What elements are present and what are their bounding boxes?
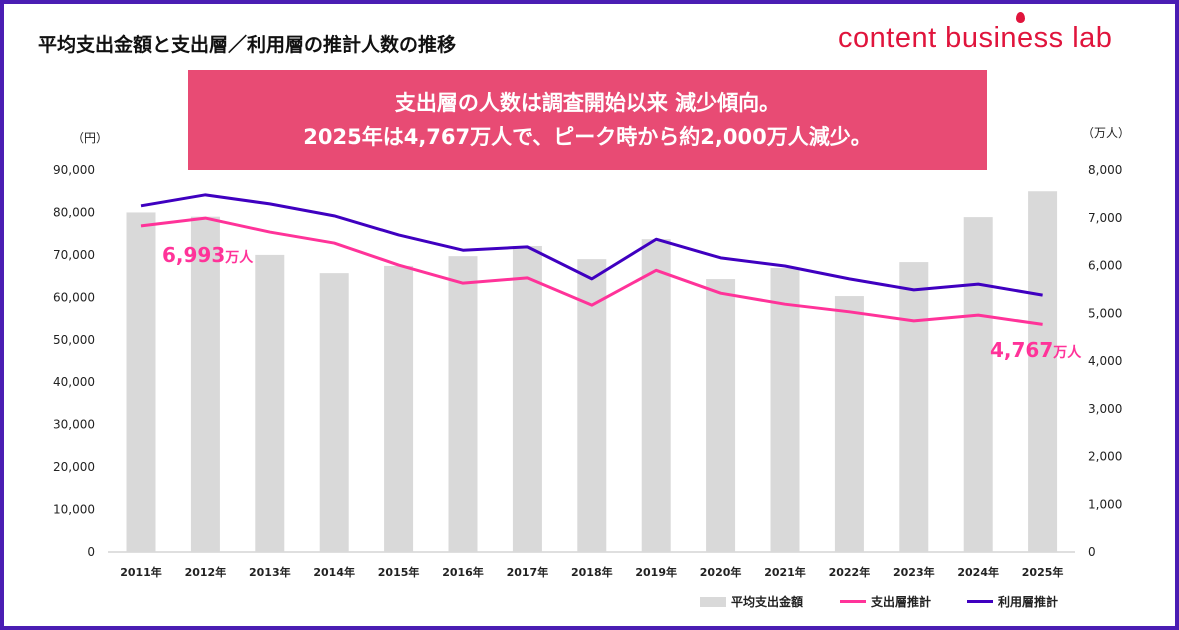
annotation-unit: 万人 xyxy=(224,249,254,266)
right-tick-label: 1,000 xyxy=(1088,497,1122,511)
annotation-value: 6,993 xyxy=(162,243,225,267)
x-tick-label: 2024年 xyxy=(957,565,999,579)
bar xyxy=(577,259,607,552)
left-tick-label: 80,000 xyxy=(53,205,95,219)
bar xyxy=(770,268,800,552)
x-tick-label: 2014年 xyxy=(313,565,355,579)
bar xyxy=(641,239,671,552)
left-tick-label: 0 xyxy=(87,545,95,559)
bar xyxy=(190,216,220,552)
left-tick-label: 40,000 xyxy=(53,375,95,389)
bar xyxy=(834,296,864,552)
banner-line-2: 2025年は4,767万人で、ピーク時から約2,000万人減少。 xyxy=(303,125,872,149)
bar xyxy=(384,265,414,552)
legend-bars: 平均支出金額 xyxy=(700,593,803,610)
x-tick-label: 2022年 xyxy=(829,565,871,579)
annotation-unit: 万人 xyxy=(1052,344,1082,361)
annotation-value: 4,767 xyxy=(990,338,1053,362)
legend-spend: 支出層推計 xyxy=(840,593,931,610)
bar xyxy=(706,279,736,552)
x-tick-label: 2020年 xyxy=(700,565,742,579)
legend-swatch-bars xyxy=(700,596,726,607)
bar xyxy=(448,256,478,552)
right-tick-label: 6,000 xyxy=(1088,259,1122,273)
x-tick-label: 2025年 xyxy=(1022,565,1064,579)
left-tick-label: 70,000 xyxy=(53,248,95,262)
left-tick-label: 90,000 xyxy=(53,163,95,177)
bar xyxy=(512,245,542,552)
x-tick-label: 2021年 xyxy=(764,565,806,579)
bar xyxy=(963,217,993,552)
bar xyxy=(319,273,349,552)
legend-swatch-spend xyxy=(840,600,866,603)
bar xyxy=(255,254,285,552)
x-tick-label: 2012年 xyxy=(185,565,227,579)
left-tick-label: 30,000 xyxy=(53,418,95,432)
right-tick-label: 0 xyxy=(1088,545,1096,559)
legend-swatch-users xyxy=(967,600,993,603)
right-axis-unit: （万人） xyxy=(1082,126,1130,140)
x-tick-label: 2013年 xyxy=(249,565,291,579)
banner-line-1: 支出層の人数は調査開始以来 減少傾向。 xyxy=(394,91,781,115)
x-tick-label: 2019年 xyxy=(635,565,677,579)
bar xyxy=(899,262,929,552)
left-tick-label: 10,000 xyxy=(53,503,95,517)
annotation-2025: 4,767万人 xyxy=(990,338,1082,362)
left-axis-unit: （円） xyxy=(72,131,108,145)
bar xyxy=(1028,191,1058,552)
right-tick-label: 3,000 xyxy=(1088,402,1122,416)
right-tick-label: 5,000 xyxy=(1088,306,1122,320)
logo-drop-icon xyxy=(1016,12,1025,23)
x-tick-label: 2017年 xyxy=(507,565,549,579)
x-tick-label: 2023年 xyxy=(893,565,935,579)
bar xyxy=(126,212,156,552)
left-tick-label: 20,000 xyxy=(53,460,95,474)
left-tick-label: 50,000 xyxy=(53,333,95,347)
legend-label: 利用層推計 xyxy=(998,595,1059,609)
logo: content business lab xyxy=(838,22,1113,54)
headline-banner: 支出層の人数は調査開始以来 減少傾向。 2025年は4,767万人で、ピーク時か… xyxy=(188,70,987,170)
x-tick-label: 2015年 xyxy=(378,565,420,579)
legend-users: 利用層推計 xyxy=(967,593,1058,610)
chart-title: 平均支出金額と支出層／利用層の推計人数の推移 xyxy=(38,34,457,56)
legend-label: 支出層推計 xyxy=(871,595,932,609)
annotation-peak: 6,993万人 xyxy=(162,243,254,267)
x-tick-label: 2016年 xyxy=(442,565,484,579)
right-tick-label: 2,000 xyxy=(1088,450,1122,464)
right-tick-label: 4,000 xyxy=(1088,354,1122,368)
legend-label: 平均支出金額 xyxy=(731,595,804,609)
right-tick-label: 7,000 xyxy=(1088,211,1122,225)
right-tick-label: 8,000 xyxy=(1088,163,1122,177)
x-tick-label: 2018年 xyxy=(571,565,613,579)
left-tick-label: 60,000 xyxy=(53,290,95,304)
x-tick-label: 2011年 xyxy=(120,565,162,579)
